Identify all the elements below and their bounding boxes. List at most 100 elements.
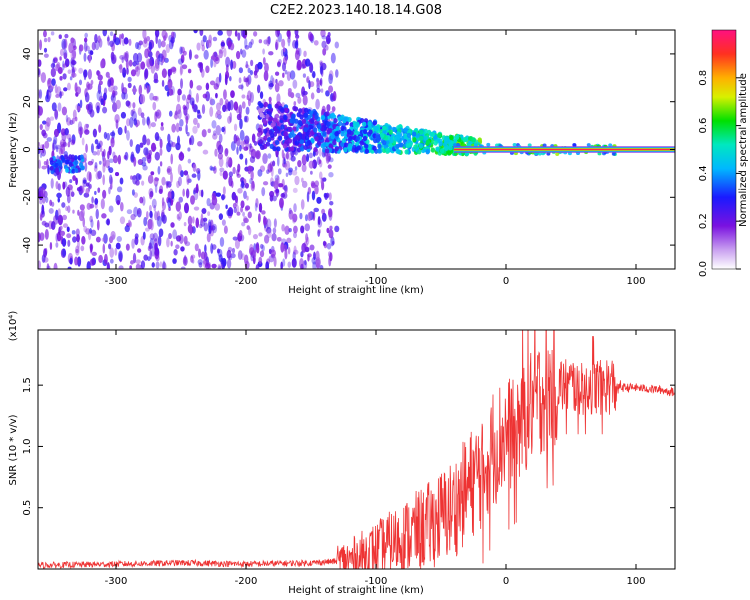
- spectrogram-cell: [124, 151, 129, 161]
- spectrogram-cell: [94, 33, 98, 44]
- spectrogram-cell: [301, 63, 305, 69]
- spectrogram-cell: [43, 30, 47, 38]
- spectrogram-cell: [204, 262, 211, 269]
- spectrogram-cell: [267, 103, 272, 110]
- spectrogram-cell: [419, 129, 424, 135]
- spectrogram-cell: [240, 206, 244, 213]
- spectrogram-cell: [236, 211, 241, 216]
- spectrogram-cell: [217, 144, 224, 155]
- snr-panel: -300 -200 -100 0 100 0.5 1.0 1.5 Height of str…: [8, 311, 676, 596]
- spectrogram-cell: [326, 104, 331, 112]
- spectrogram-cell: [287, 87, 292, 93]
- spectrogram-cell: [167, 75, 171, 83]
- spectrogram-cell: [109, 31, 114, 37]
- spectrogram-cell: [334, 146, 339, 152]
- spectrogram-cell: [132, 252, 137, 264]
- spectrogram-cell: [147, 174, 154, 184]
- spectrogram-cell: [277, 168, 282, 175]
- spectrogram-cell: [95, 208, 99, 220]
- spectrogram-cell: [228, 171, 234, 178]
- spectrogram-cell: [168, 232, 172, 240]
- spectrogram-cell: [328, 85, 334, 93]
- spectrogram-cell: [197, 170, 201, 181]
- spectrogram-cell: [326, 242, 332, 250]
- spectrogram-cell: [208, 219, 212, 228]
- spectrogram-cell: [176, 180, 180, 189]
- spectrogram-cell: [268, 255, 275, 263]
- spectrogram-cell: [136, 52, 143, 63]
- spectrogram-cell: [50, 31, 55, 36]
- spectrogram-cell: [38, 68, 41, 76]
- spectrogram-cell: [250, 59, 254, 67]
- spectrogram-cell: [213, 83, 219, 90]
- spectrogram-cell: [212, 130, 217, 137]
- spectrogram-cell: [107, 35, 110, 46]
- spectrogram-cell: [65, 114, 69, 123]
- spectrogram-cell: [118, 265, 124, 269]
- spectrogram-cell: [59, 56, 62, 61]
- spectrogram-cell: [376, 136, 381, 142]
- spectrogram-cell: [241, 49, 247, 58]
- x-tick-label: -200: [235, 276, 258, 287]
- spectrogram-cell: [96, 105, 100, 114]
- spectrogram-cell: [75, 86, 82, 95]
- spectrogram-cell: [229, 112, 232, 123]
- spectrogram-cell: [160, 40, 166, 48]
- spectrogram-cell: [175, 122, 180, 133]
- spectrogram-cell: [159, 147, 163, 156]
- spectrogram-cell: [64, 128, 69, 136]
- spectrogram-cell: [305, 130, 310, 137]
- spectrogram-cell: [38, 106, 43, 116]
- spectrogram-cell: [333, 117, 338, 124]
- spectrogram-cell: [309, 244, 315, 251]
- spectrogram-cell: [436, 132, 442, 138]
- spectrogram-cell: [97, 35, 101, 44]
- spectrogram-cell: [135, 259, 141, 265]
- spectrogram-cell: [139, 94, 146, 104]
- spectrogram-cell: [180, 78, 183, 90]
- spectrogram-cell: [153, 204, 157, 212]
- spectrogram-cell: [144, 227, 150, 232]
- spectrogram-cell: [266, 228, 272, 239]
- spectrogram-cell: [75, 104, 79, 111]
- y-tick-label: 1.0: [22, 438, 33, 454]
- spectrogram-cell: [210, 57, 214, 69]
- spectrogram-cell: [291, 118, 296, 124]
- spectrogram-cell: [161, 49, 167, 60]
- spectrogram-cell: [89, 258, 96, 266]
- spectrogram-cell: [270, 122, 275, 128]
- spectrogram-cell: [178, 211, 182, 220]
- spectrogram-cell: [359, 140, 364, 146]
- spectrogram-cell: [244, 157, 248, 166]
- spectrogram-cell: [84, 92, 90, 103]
- spectrogram-cell: [294, 140, 299, 146]
- spectrogram-cell: [151, 246, 155, 257]
- spectrogram-cell: [136, 210, 141, 215]
- spectrogram-cell: [91, 251, 97, 257]
- spectrogram-cell: [412, 137, 417, 143]
- spectrogram-cell: [367, 121, 372, 127]
- x-tick-label: -200: [235, 576, 258, 587]
- spectrogram-image: [38, 30, 675, 269]
- spectrogram-cell: [72, 109, 77, 120]
- spectrogram-cell: [259, 144, 265, 150]
- spectrogram-cell: [231, 247, 236, 254]
- spectrogram-cell: [50, 67, 57, 78]
- spectrogram-cell: [43, 248, 47, 258]
- spectrogram-cell: [330, 112, 336, 118]
- colorbar-bar: [711, 29, 737, 270]
- spectrogram-cell: [226, 30, 233, 37]
- spectrogram-cell: [39, 199, 43, 205]
- spectrogram-cell: [55, 180, 59, 190]
- spectrogram-cell: [597, 151, 602, 156]
- spectrogram-cell: [303, 107, 309, 113]
- spectrogram-cell: [139, 196, 144, 204]
- spectrogram-cell: [38, 59, 42, 67]
- spectrogram-cell: [103, 253, 108, 265]
- spectrogram-cell: [57, 197, 61, 203]
- spectrogram-cell: [148, 41, 153, 51]
- spectrogram-cell: [310, 182, 316, 189]
- spectrogram-cell: [114, 113, 120, 124]
- spectrogram-cell: [239, 229, 243, 237]
- spectrogram-cell: [193, 206, 200, 211]
